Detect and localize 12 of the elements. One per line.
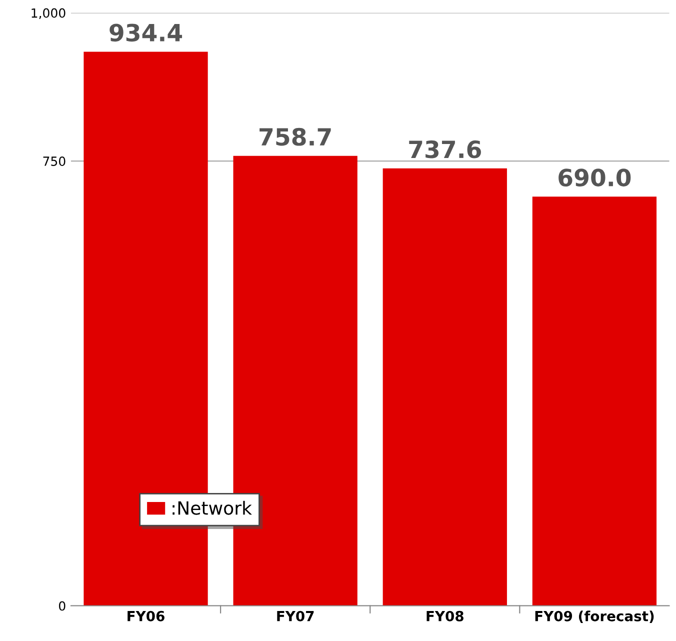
y-tick-label: 750 <box>43 156 66 166</box>
x-tick-label: FY09 (forecast) <box>535 610 654 623</box>
data-label: 690.0 <box>558 168 631 186</box>
data-label: 758.7 <box>260 128 331 146</box>
x-tick-label: FY07 <box>277 610 314 622</box>
x-tick-label: FY08 <box>426 610 464 622</box>
y-tick-label: 0 <box>58 601 66 611</box>
data-label: 737.6 <box>409 140 481 158</box>
data-label: 934.4 <box>110 24 182 42</box>
y-tick-label: 1,000 <box>32 8 66 20</box>
legend-label: :Network <box>172 500 252 515</box>
x-tick-label: FY06 <box>128 610 164 622</box>
